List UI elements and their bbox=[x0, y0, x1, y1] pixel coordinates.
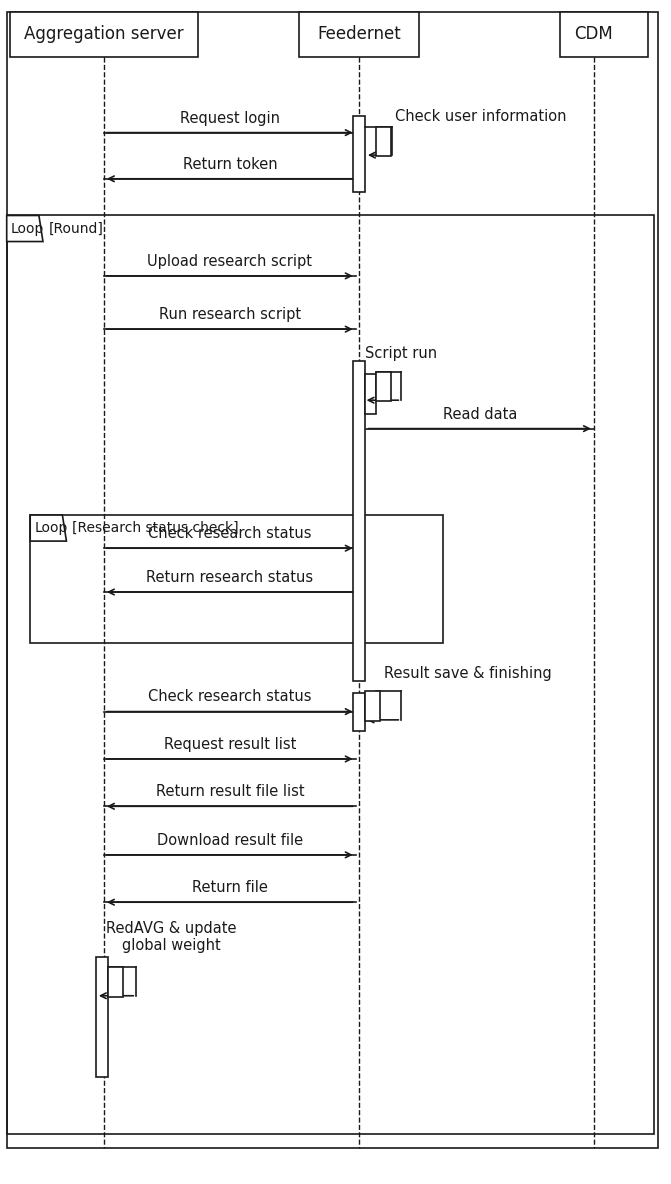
Polygon shape bbox=[30, 515, 66, 541]
Text: Check research status: Check research status bbox=[148, 689, 311, 704]
Bar bbox=[376, 372, 391, 401]
Polygon shape bbox=[7, 215, 43, 242]
Text: [Research status check]: [Research status check] bbox=[72, 521, 238, 535]
Bar bbox=[108, 967, 123, 997]
Bar bbox=[7, 215, 654, 1134]
Text: Loop: Loop bbox=[11, 221, 44, 236]
Text: Check research status: Check research status bbox=[148, 526, 311, 541]
Text: Run research script: Run research script bbox=[159, 307, 301, 322]
Bar bbox=[365, 374, 376, 414]
Bar bbox=[365, 691, 380, 721]
Text: Check user information: Check user information bbox=[395, 109, 566, 124]
Text: Read data: Read data bbox=[443, 406, 517, 422]
Text: Loop: Loop bbox=[34, 521, 68, 535]
Text: Return result file list: Return result file list bbox=[156, 784, 304, 799]
Bar bbox=[353, 116, 365, 192]
Text: Return research status: Return research status bbox=[146, 570, 313, 585]
Bar bbox=[353, 361, 365, 681]
Text: Script run: Script run bbox=[365, 346, 437, 361]
Text: Request login: Request login bbox=[180, 110, 280, 126]
Text: Upload research script: Upload research script bbox=[148, 253, 312, 269]
Text: Return file: Return file bbox=[192, 880, 268, 895]
Text: Aggregation server: Aggregation server bbox=[24, 25, 184, 44]
Bar bbox=[560, 12, 648, 57]
Bar bbox=[353, 693, 365, 731]
Bar bbox=[96, 957, 108, 1077]
Text: RedAVG & update
global weight: RedAVG & update global weight bbox=[106, 921, 236, 953]
Text: Download result file: Download result file bbox=[157, 832, 303, 848]
Bar bbox=[30, 515, 443, 643]
Text: Result save & finishing: Result save & finishing bbox=[384, 665, 552, 681]
Text: [Round]: [Round] bbox=[48, 221, 103, 236]
Text: Feedernet: Feedernet bbox=[317, 25, 401, 44]
Text: CDM: CDM bbox=[574, 25, 613, 44]
Bar bbox=[376, 127, 391, 156]
Text: Return token: Return token bbox=[183, 156, 277, 172]
Bar bbox=[10, 12, 198, 57]
Bar bbox=[299, 12, 419, 57]
Text: Request result list: Request result list bbox=[164, 736, 296, 752]
